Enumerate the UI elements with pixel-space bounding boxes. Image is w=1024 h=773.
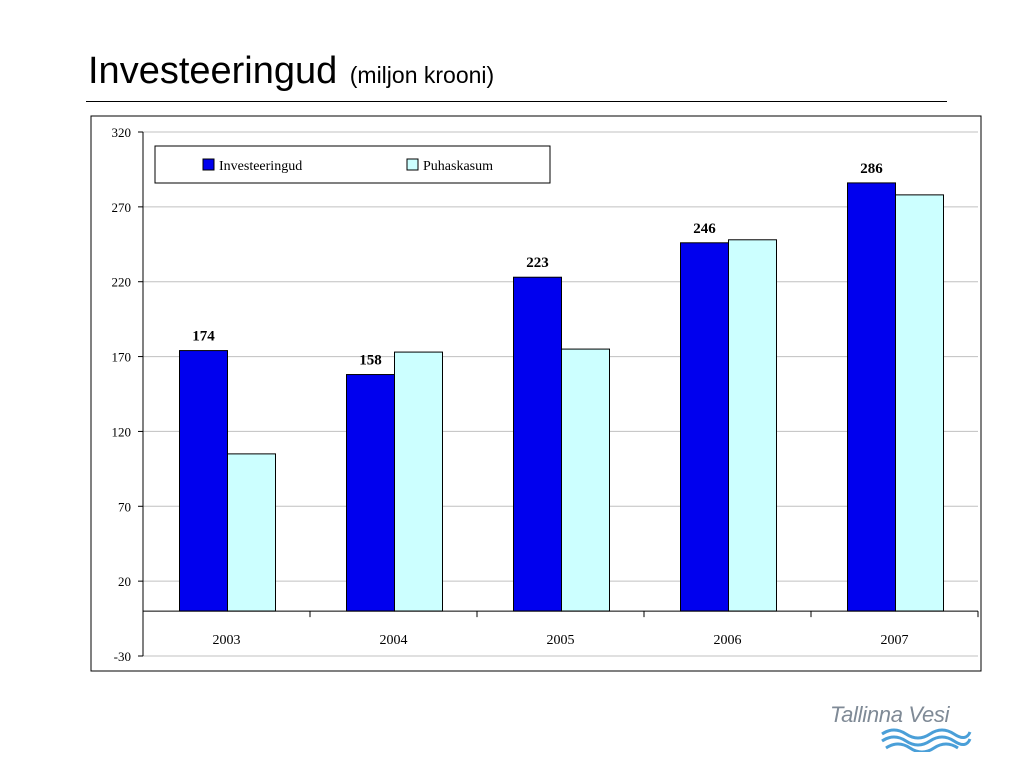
bar-investeeringud-2006: [680, 242, 729, 612]
bar-investeeringud-2007: [847, 182, 896, 612]
legend-puhaskasum-swatch: [406, 158, 419, 171]
y-tick-label: -30: [114, 649, 131, 664]
y-tick-label: 70: [118, 499, 131, 514]
bar-puhaskasum-2006: [728, 239, 777, 612]
y-tick-label: 270: [112, 200, 132, 215]
x-tick-label: 2007: [881, 633, 909, 648]
data-label-2007: 286: [860, 161, 883, 177]
bar-investeeringud-2005: [513, 276, 562, 612]
legend-puhaskasum-label: Puhaskasum: [423, 159, 493, 174]
title-subtitle: (miljon krooni): [349, 62, 495, 88]
bar-puhaskasum-2003: [227, 453, 276, 612]
x-tick-label: 2006: [714, 633, 742, 648]
bar-puhaskasum-2007: [895, 194, 944, 612]
x-tick-label: 2004: [380, 633, 408, 648]
y-tick-label: 170: [112, 350, 132, 365]
data-label-2005: 223: [526, 255, 549, 271]
y-tick-label: 320: [112, 125, 132, 140]
bar-puhaskasum-2005: [561, 348, 610, 612]
title-main: Investeeringud: [88, 50, 338, 92]
data-label-2003: 174: [192, 329, 215, 345]
slide-title: Investeeringud (miljon krooni): [88, 50, 494, 93]
x-tick-label: 2005: [547, 633, 575, 648]
data-label-2006: 246: [693, 221, 716, 237]
y-tick-label: 20: [118, 574, 131, 589]
bar-investeeringud-2004: [346, 374, 395, 612]
waves-logo-icon: [881, 728, 972, 752]
bar-puhaskasum-2004: [394, 351, 443, 612]
company-logo-text: Tallinna Vesi: [830, 702, 950, 727]
data-label-2004: 158: [359, 353, 382, 369]
bar-investeeringud-2003: [179, 350, 228, 612]
legend-investeeringud-label: Investeeringud: [219, 159, 302, 174]
y-tick-label: 220: [112, 275, 132, 290]
x-tick-label: 2003: [213, 633, 241, 648]
legend-box: [154, 145, 551, 184]
y-tick-label: 120: [112, 424, 132, 439]
title-divider: [86, 101, 947, 102]
legend-investeeringud-swatch: [202, 158, 215, 171]
